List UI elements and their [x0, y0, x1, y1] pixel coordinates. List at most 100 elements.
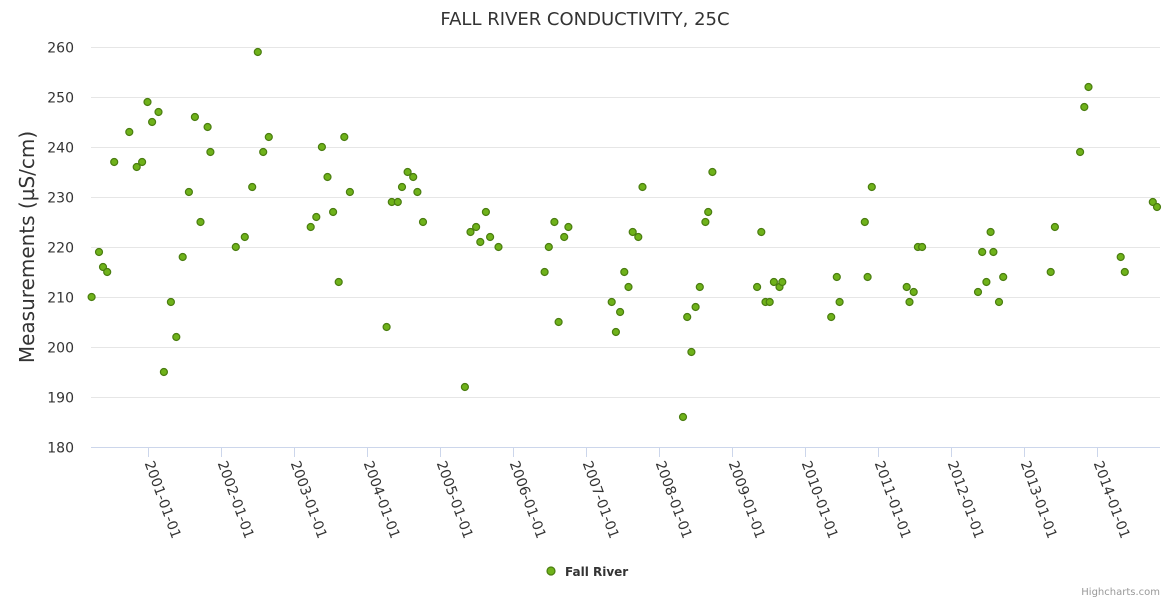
data-point[interactable]	[403, 167, 412, 177]
data-point[interactable]	[611, 327, 621, 337]
data-point[interactable]	[624, 282, 633, 292]
data-point[interactable]	[544, 242, 553, 252]
data-point[interactable]	[409, 172, 418, 182]
data-point[interactable]	[110, 157, 119, 167]
data-point[interactable]	[769, 277, 779, 287]
data-point[interactable]	[248, 182, 257, 192]
data-point[interactable]	[620, 267, 629, 277]
data-point[interactable]	[340, 132, 349, 142]
data-point[interactable]	[87, 292, 96, 302]
data-point[interactable]	[634, 232, 643, 242]
data-point[interactable]	[560, 232, 569, 242]
data-point[interactable]	[472, 222, 481, 232]
data-point[interactable]	[486, 232, 495, 242]
data-point[interactable]	[1084, 82, 1093, 92]
data-point[interactable]	[94, 247, 104, 257]
data-point[interactable]	[1116, 252, 1125, 262]
data-point[interactable]	[312, 212, 321, 222]
data-point[interactable]	[905, 297, 914, 307]
data-point[interactable]	[184, 187, 193, 197]
data-point[interactable]	[1080, 102, 1089, 112]
data-point[interactable]	[902, 282, 911, 292]
data-point[interactable]	[306, 222, 315, 232]
data-point[interactable]	[765, 297, 774, 307]
data-point[interactable]	[231, 242, 240, 252]
data-point[interactable]	[607, 297, 616, 307]
data-point[interactable]	[909, 287, 918, 297]
data-point[interactable]	[752, 282, 762, 292]
data-point[interactable]	[550, 217, 559, 227]
data-point[interactable]	[615, 307, 625, 317]
data-point[interactable]	[827, 312, 836, 322]
data-point[interactable]	[334, 277, 343, 287]
data-point[interactable]	[917, 242, 927, 252]
data-point[interactable]	[1075, 147, 1085, 157]
data-point[interactable]	[329, 207, 338, 217]
legend-item-fall-river[interactable]: Fall River	[565, 565, 628, 579]
data-point[interactable]	[206, 147, 215, 157]
data-point[interactable]	[757, 227, 766, 237]
credits-link[interactable]: Highcharts.com	[1081, 587, 1160, 598]
data-point[interactable]	[132, 162, 141, 172]
data-point[interactable]	[860, 217, 869, 227]
data-point[interactable]	[1152, 202, 1162, 212]
data-point[interactable]	[982, 277, 991, 287]
data-point[interactable]	[1046, 267, 1055, 277]
data-point[interactable]	[159, 367, 168, 377]
data-point[interactable]	[397, 182, 407, 192]
data-point[interactable]	[190, 112, 199, 122]
data-point[interactable]	[466, 227, 475, 237]
data-point[interactable]	[994, 297, 1004, 307]
data-point[interactable]	[196, 217, 205, 227]
data-point[interactable]	[460, 382, 469, 392]
data-point[interactable]	[125, 127, 134, 137]
data-point[interactable]	[986, 227, 995, 237]
data-point[interactable]	[345, 187, 354, 197]
data-point[interactable]	[638, 182, 647, 192]
data-point[interactable]	[989, 247, 998, 257]
data-point[interactable]	[172, 332, 181, 342]
data-point[interactable]	[393, 197, 402, 207]
data-point[interactable]	[564, 222, 573, 232]
data-point[interactable]	[382, 322, 391, 332]
data-point[interactable]	[259, 147, 268, 157]
data-point[interactable]	[264, 132, 273, 142]
data-point[interactable]	[708, 167, 717, 177]
data-point[interactable]	[778, 277, 787, 287]
data-point[interactable]	[701, 217, 710, 227]
data-point[interactable]	[154, 107, 163, 117]
data-point[interactable]	[835, 297, 844, 307]
data-point[interactable]	[628, 227, 637, 237]
data-point[interactable]	[148, 117, 157, 127]
data-point[interactable]	[253, 47, 262, 57]
data-point[interactable]	[203, 122, 212, 132]
data-point[interactable]	[317, 142, 326, 152]
data-point[interactable]	[323, 172, 332, 182]
data-point[interactable]	[1050, 222, 1060, 232]
data-point[interactable]	[1120, 267, 1129, 277]
data-point[interactable]	[863, 272, 872, 282]
data-point[interactable]	[832, 272, 841, 282]
data-point[interactable]	[540, 267, 549, 277]
data-point[interactable]	[999, 272, 1008, 282]
data-point[interactable]	[691, 302, 700, 312]
data-point[interactable]	[476, 237, 485, 247]
data-point[interactable]	[683, 312, 692, 322]
data-point[interactable]	[103, 267, 112, 277]
data-point[interactable]	[481, 207, 490, 217]
data-point[interactable]	[240, 232, 249, 242]
data-point[interactable]	[418, 217, 428, 227]
data-point[interactable]	[138, 157, 147, 167]
data-point[interactable]	[678, 412, 688, 422]
data-point[interactable]	[178, 252, 187, 262]
data-point[interactable]	[704, 207, 713, 217]
data-point[interactable]	[554, 317, 563, 327]
data-point[interactable]	[143, 97, 152, 107]
data-point[interactable]	[973, 287, 983, 297]
data-point[interactable]	[867, 182, 876, 192]
data-point[interactable]	[166, 297, 175, 307]
data-point[interactable]	[978, 247, 987, 257]
legend[interactable]: Fall River	[546, 565, 628, 579]
data-point[interactable]	[494, 242, 503, 252]
data-point[interactable]	[413, 187, 422, 197]
